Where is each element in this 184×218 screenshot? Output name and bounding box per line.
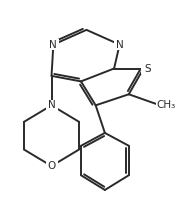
Bar bbox=[114, 39, 125, 50]
Text: CH₃: CH₃ bbox=[156, 100, 175, 110]
Bar bbox=[46, 100, 57, 111]
Text: O: O bbox=[47, 161, 56, 171]
Bar bbox=[156, 100, 175, 110]
Text: N: N bbox=[116, 40, 123, 50]
Bar bbox=[141, 63, 153, 74]
Bar bbox=[46, 160, 57, 172]
Bar bbox=[47, 39, 59, 50]
Text: N: N bbox=[49, 40, 57, 50]
Text: S: S bbox=[144, 63, 151, 73]
Text: N: N bbox=[48, 100, 55, 110]
